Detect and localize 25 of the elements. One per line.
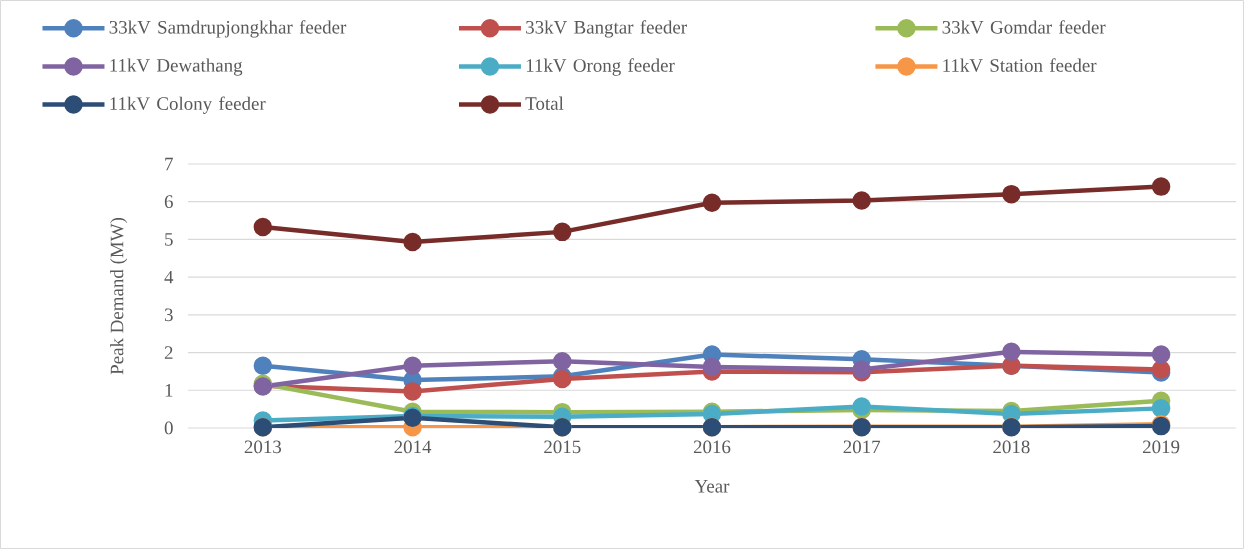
y-axis-title: Peak Demand (MW) [110,217,128,375]
x-tick-label: 2018 [993,440,1030,454]
x-tick-label: 2019 [1143,440,1180,454]
y-tick-label: 2 [164,346,173,359]
legend-label: 11kV Dewathang [110,58,243,76]
x-tick-label: 2016 [693,440,731,454]
legend-label: 11kV Orong feeder [526,58,675,76]
x-tick-label: 2015 [544,440,581,454]
legend-label: 33kV Samdrupjongkhar feeder [109,20,347,38]
y-tick-label: 3 [164,308,173,322]
legend-label: 33kV Gomdar feeder [942,20,1106,34]
legend-label: 11kV Colony feeder [110,96,266,114]
x-tick-label: 2014 [394,440,432,454]
y-tick-label: 5 [165,233,173,246]
y-tick-label: 7 [165,157,173,171]
y-tick-label: 0 [164,421,173,435]
x-tick-label: 2017 [843,440,881,454]
legend-label: Total [525,96,564,110]
legend-label: 33kV Bangtar feeder [526,20,687,38]
legend-label: 11kV Station feeder [943,58,1097,72]
y-tick-label: 6 [164,195,173,209]
y-tick-label: 1 [165,384,173,397]
x-tick-label: 2013 [244,440,282,454]
y-tick-label: 4 [164,270,174,284]
x-axis-title: Year [694,480,730,493]
